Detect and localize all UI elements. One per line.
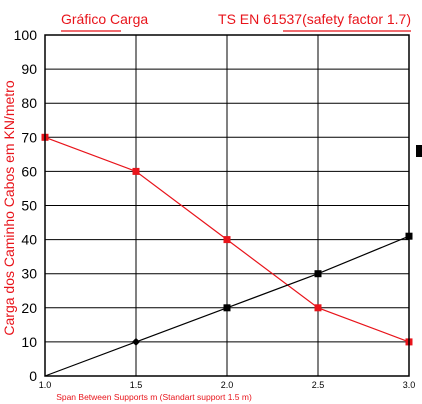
chart-title-left: Gráfico Carga xyxy=(61,11,148,27)
y-tick-label: 70 xyxy=(21,129,37,145)
y-tick-label: 90 xyxy=(21,61,37,77)
y-tick-label: 20 xyxy=(21,300,37,316)
y-tick-label: 100 xyxy=(14,27,38,43)
plot-frame xyxy=(44,34,410,377)
chart-title-right: TS EN 61537(safety factor 1.7) xyxy=(218,11,411,27)
x-tick-label: 2.0 xyxy=(221,380,234,390)
y-tick-label: 60 xyxy=(21,163,37,179)
data-point xyxy=(132,337,140,346)
x-tick-label: 2.5 xyxy=(312,380,325,390)
grid xyxy=(44,34,410,377)
y-tick-label: 40 xyxy=(21,232,37,248)
data-point xyxy=(223,236,231,244)
data-point xyxy=(314,270,322,278)
y-tick-label: 50 xyxy=(21,198,37,214)
y-axis-label: Carga dos Caminho Cabos em KN/metro xyxy=(1,80,17,335)
y-tick-label: 80 xyxy=(21,95,37,111)
y-tick-label: 0 xyxy=(29,368,37,384)
x-axis-label: Span Between Supports m (Standart suppor… xyxy=(56,392,252,402)
x-tick-label: 3.0 xyxy=(403,380,416,390)
tick-labels: 0 10 20 30 40 50 60 70 80 90 100 1.0 1.5 2.0 2.5 3.0 xyxy=(14,27,416,390)
data-point xyxy=(223,304,231,312)
x-tick-label: 1.0 xyxy=(39,380,52,390)
data-point xyxy=(314,304,322,312)
y-tick-label: 30 xyxy=(21,266,37,282)
x-tick-label: 1.5 xyxy=(130,380,143,390)
edge-marker xyxy=(416,145,422,157)
y-tick-label: 10 xyxy=(21,334,37,350)
data-point xyxy=(132,167,140,175)
